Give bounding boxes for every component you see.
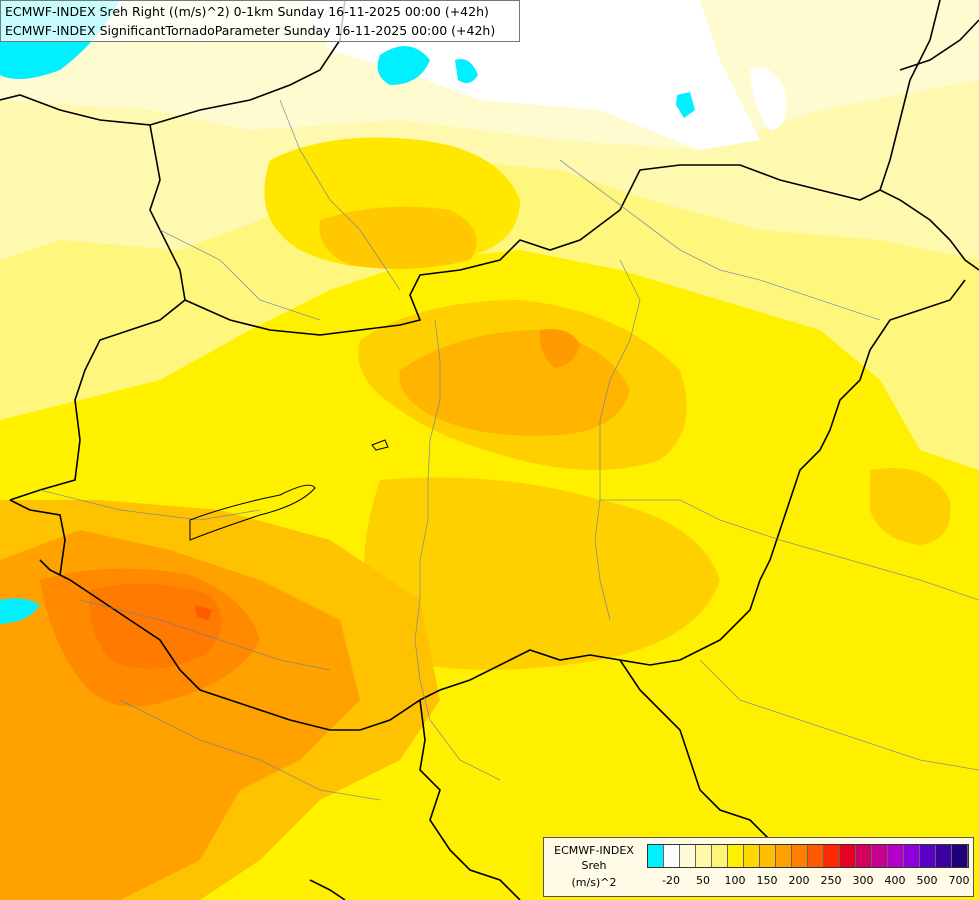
map-title-line-1: ECMWF-INDEX Sreh Right ((m/s)^2) 0-1km S… [5, 4, 489, 19]
legend-swatch [648, 845, 664, 867]
legend-tick-label: 150 [756, 874, 778, 887]
field-cyan-n1 [377, 46, 430, 85]
legend-swatch [744, 845, 760, 867]
rivers [39, 99, 979, 801]
color-legend: ECMWF-INDEX Sreh (m/s)^2 -20 50 100 150 200 2… [543, 837, 974, 897]
field-white-ne [750, 67, 786, 130]
legend-swatch [952, 845, 968, 867]
legend-swatch [664, 845, 680, 867]
field-gold-north [319, 206, 477, 269]
legend-swatch [936, 845, 952, 867]
legend-swatch [824, 845, 840, 867]
legend-tick-label: 500 [916, 874, 938, 887]
legend-tick-label: 300 [852, 874, 874, 887]
legend-tick-label: 200 [788, 874, 810, 887]
legend-swatch [728, 845, 744, 867]
legend-swatch [712, 845, 728, 867]
lake-small [371, 439, 389, 451]
field-cyan-n3 [676, 92, 695, 118]
legend-swatch [680, 845, 696, 867]
legend-swatch [792, 845, 808, 867]
legend-tick-label: 50 [696, 874, 710, 887]
legend-swatch [872, 845, 888, 867]
legend-source: ECMWF-INDEX [554, 844, 634, 857]
legend-tick-label: -20 [662, 874, 680, 887]
field-dark-orange-spot [539, 329, 580, 368]
legend-tick-label: 100 [724, 874, 746, 887]
legend-swatch [904, 845, 920, 867]
legend-swatch [856, 845, 872, 867]
legend-swatch [760, 845, 776, 867]
field-gold-south [364, 477, 720, 670]
field-red-orange-core [89, 583, 222, 669]
legend-color-scale [647, 844, 969, 868]
legend-parameter: Sreh [581, 859, 607, 872]
legend-unit: (m/s)^2 [571, 876, 617, 889]
field-cyan-n2 [455, 59, 478, 84]
legend-swatch [920, 845, 936, 867]
legend-swatch [888, 845, 904, 867]
legend-swatch [808, 845, 824, 867]
legend-tick-label: 250 [820, 874, 842, 887]
legend-tick-labels: -20 50 100 150 200 250 300 400 500 700 [647, 874, 970, 890]
field-red-spot [195, 605, 212, 620]
legend-swatch [840, 845, 856, 867]
map-title-box: ECMWF-INDEX Sreh Right ((m/s)^2) 0-1km S… [0, 0, 520, 42]
legend-tick-label: 700 [948, 874, 970, 887]
legend-swatch [696, 845, 712, 867]
map-title-line-2: ECMWF-INDEX SignificantTornadoParameter … [5, 23, 496, 38]
legend-tick-label: 400 [884, 874, 906, 887]
lake-balaton [189, 484, 316, 541]
field-cyan-w [0, 598, 40, 624]
legend-swatch [776, 845, 792, 867]
field-gold-east [870, 468, 951, 545]
